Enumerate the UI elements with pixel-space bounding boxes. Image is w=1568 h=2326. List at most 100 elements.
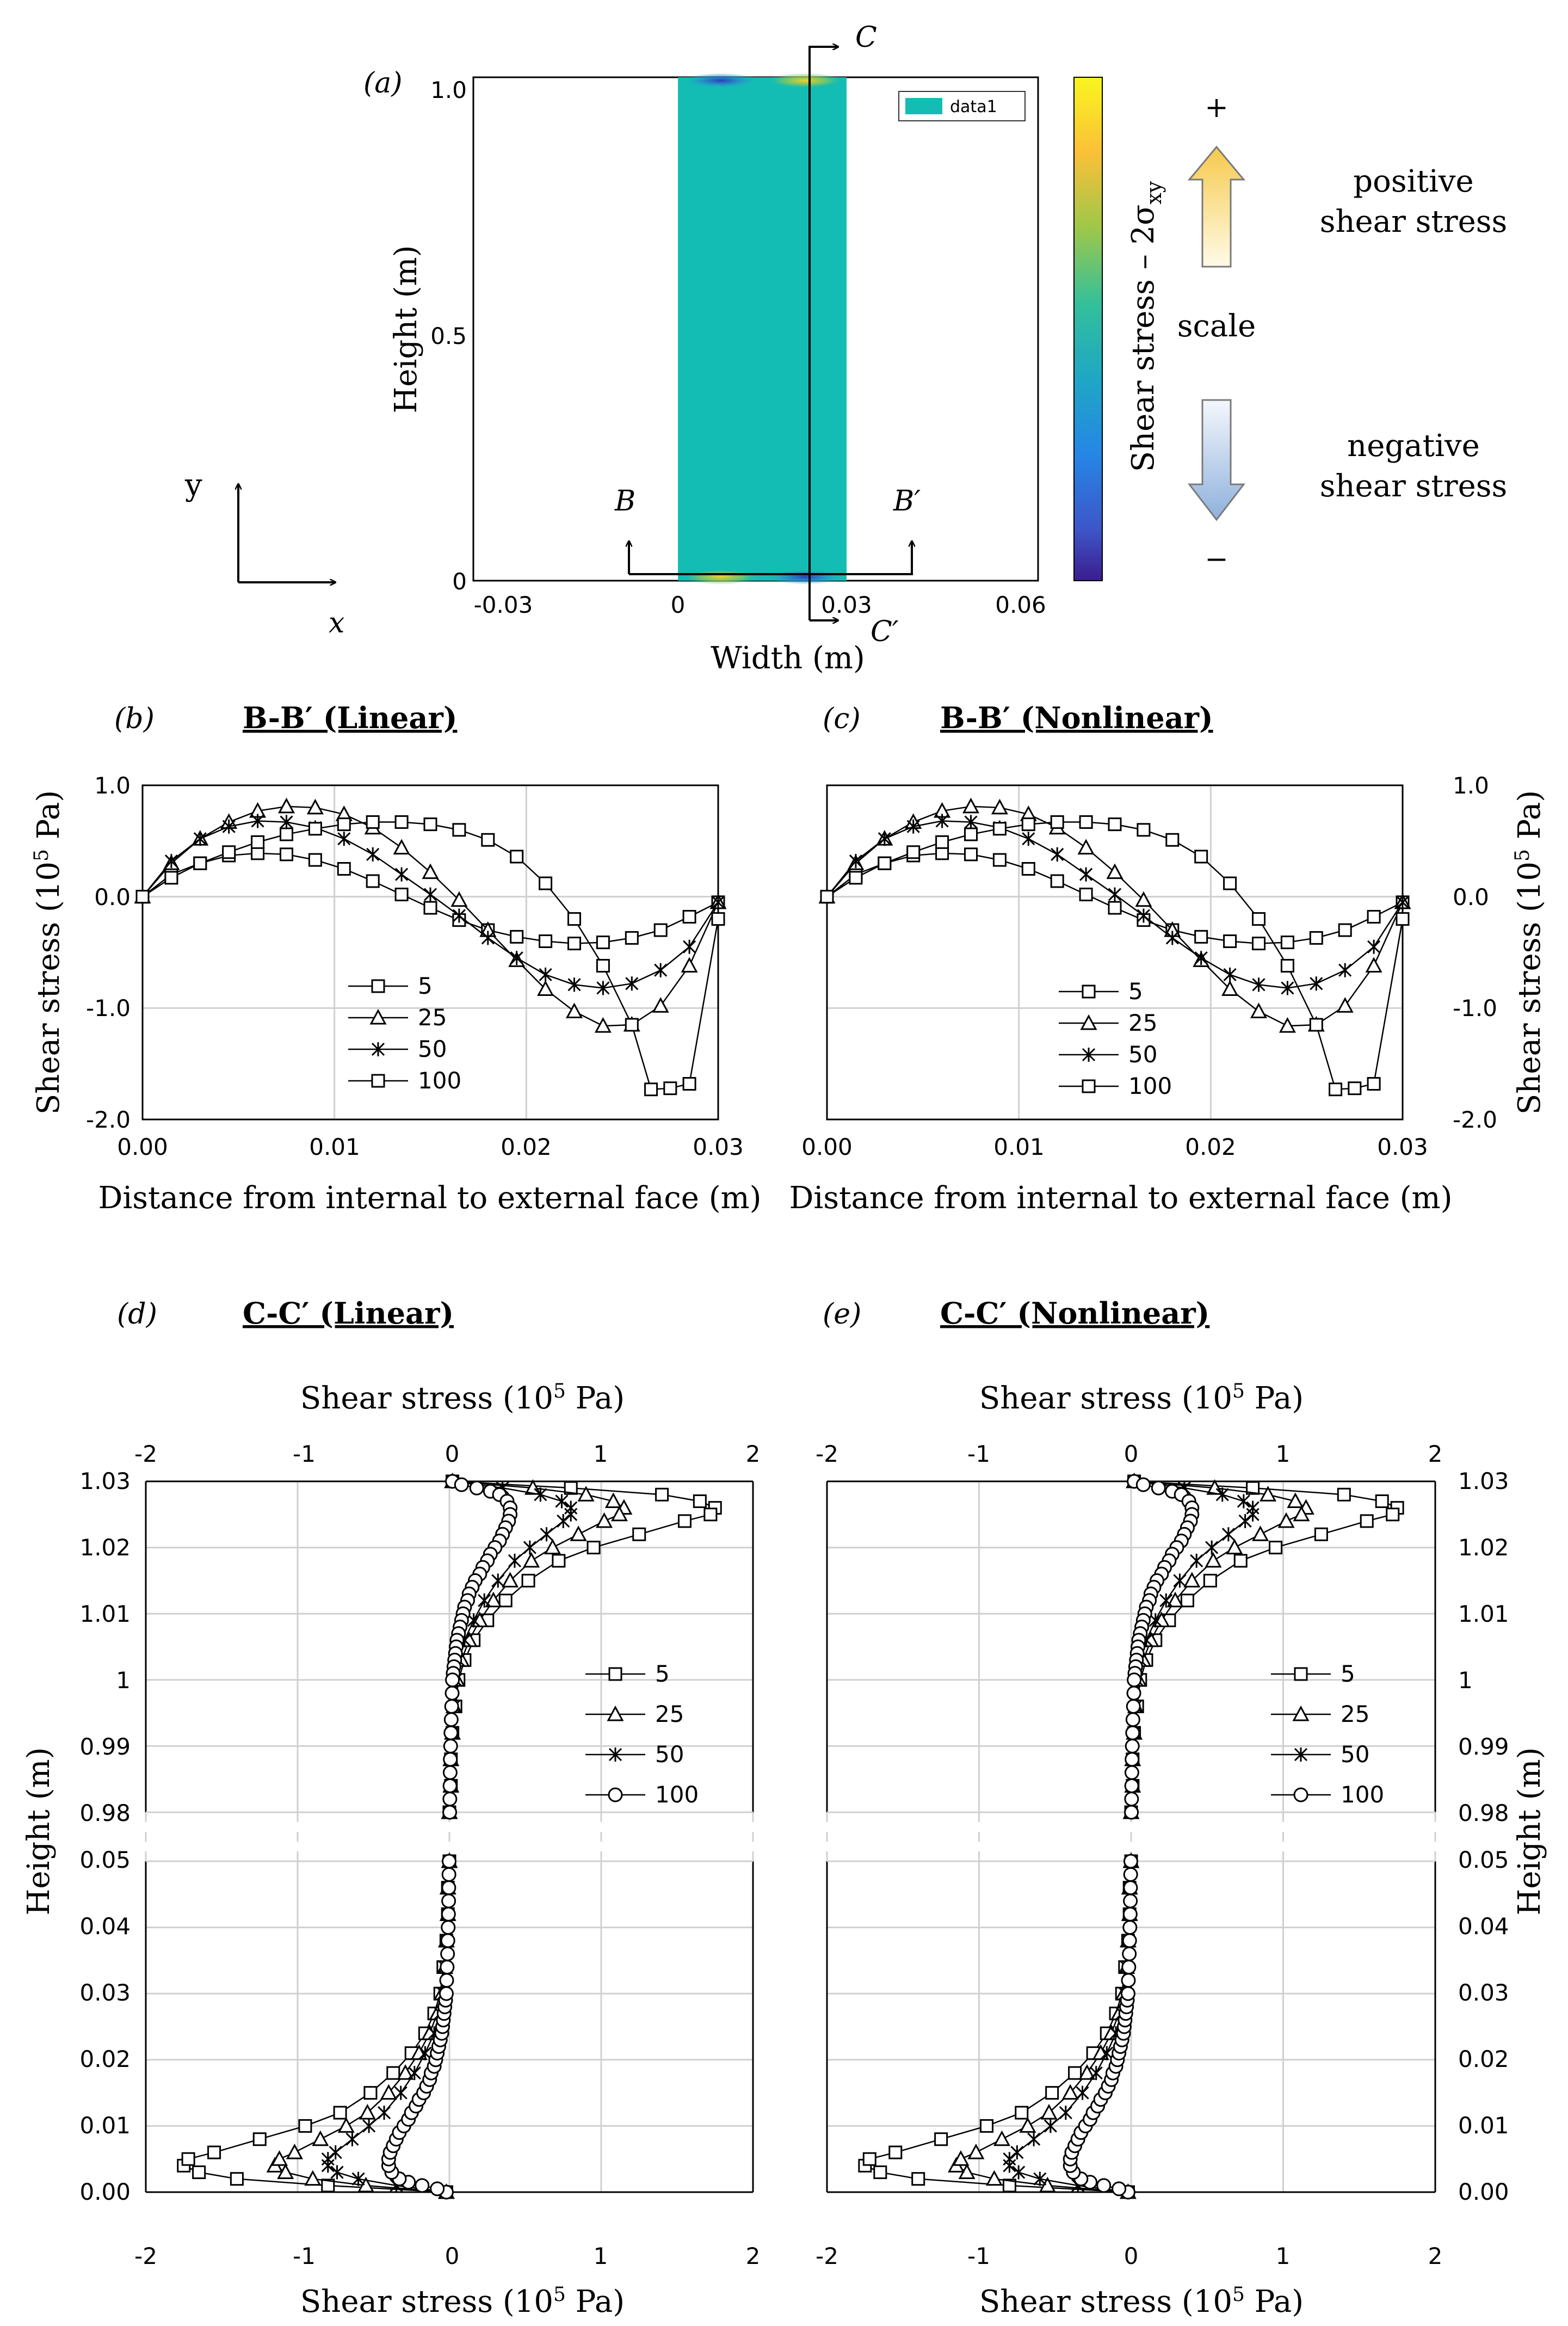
- panel-e-series: [858, 1472, 1404, 2200]
- d-bot-series-25-point: [312, 2130, 329, 2146]
- section-c-line: [808, 47, 838, 620]
- e-bot-series-25-point: [1039, 2176, 1056, 2193]
- c-xlabel: Distance from internal to external face …: [789, 1180, 1452, 1216]
- c-ytick-m1: -1.0: [1453, 995, 1497, 1022]
- e-xtick-bot-0: 0: [1124, 2243, 1139, 2269]
- a-xtick-0: 0: [671, 592, 686, 618]
- b-series-100-line: [142, 821, 719, 1091]
- b-series-50-point: [596, 981, 610, 995]
- b-legend-label-50: 50: [418, 1036, 447, 1062]
- b-legend-label-5: 5: [418, 973, 433, 999]
- b-series-100-point: [539, 876, 553, 890]
- d-top-series-5-point: [521, 1573, 535, 1587]
- d-xlabel-bottom-main: Shear stress (10: [300, 2284, 553, 2319]
- a-ytick-1: 1.0: [430, 77, 467, 103]
- c-ytick-1: 1.0: [1453, 772, 1489, 799]
- b-series-100-point: [711, 912, 725, 926]
- c-series-5-point: [1338, 923, 1352, 937]
- d-top-series-25-point: [502, 1572, 519, 1587]
- positive-arrow-icon: [1187, 145, 1246, 268]
- d-bot-series-25-point: [304, 2170, 322, 2186]
- c-legend-marker-5: [1082, 984, 1096, 999]
- d-ytick-004: 0.04: [79, 1913, 131, 1940]
- e-top-series-100-point: [1125, 1712, 1140, 1727]
- e-bot-series-100-point: [1123, 1893, 1138, 1909]
- legend-swatch: [905, 98, 942, 114]
- b-ylabel-end: Pa): [31, 790, 66, 849]
- c-series-50-point: [935, 814, 949, 828]
- e-bot-series-25-point: [1040, 2103, 1058, 2120]
- e-top-series-100-point: [1124, 1778, 1139, 1793]
- e-legend-marker-50: [1294, 1747, 1308, 1762]
- e-bot-series-100-point: [1122, 1906, 1138, 1922]
- b-legend-marker-100: [371, 1074, 385, 1088]
- e-bot-series-5-point: [888, 2145, 903, 2159]
- b-series-50-point: [222, 819, 236, 834]
- d-xtick-top-2: 2: [746, 1441, 761, 1467]
- d-top-series-100-point: [444, 1699, 459, 1714]
- e-top-series-100-point: [1124, 1805, 1139, 1820]
- b-series-100-point: [251, 835, 265, 849]
- d-top-series-25-point: [485, 1591, 502, 1608]
- e-bot-series-25-point: [1019, 2117, 1036, 2133]
- c-series-100-point: [1108, 817, 1122, 832]
- e-bot-series-50-point: [1012, 2165, 1026, 2180]
- colorbar: [1073, 77, 1103, 581]
- d-xtick-bot-0: 0: [445, 2243, 460, 2269]
- e-bot-series-100-point: [1121, 1960, 1137, 1975]
- b-series-50-point: [452, 908, 466, 923]
- positive-label-2: shear stress: [1320, 204, 1508, 239]
- d-top-series-50-point: [555, 1494, 569, 1509]
- b-series-5-point: [251, 846, 265, 860]
- c-series-25-point: [1279, 1017, 1296, 1033]
- panel-c-legend: 5 25 50 100: [1059, 978, 1172, 1099]
- c-series-100-point: [1165, 833, 1180, 847]
- d-xtick-bot-m2: -2: [134, 2243, 157, 2269]
- b-series-100-point: [452, 823, 466, 837]
- wall-section-fill: [678, 77, 847, 581]
- b-series-50-point: [280, 815, 293, 829]
- b-series-5-point: [625, 931, 639, 945]
- e-top-series-50-point: [1173, 1573, 1187, 1588]
- d-bot-series-50-point: [351, 2171, 365, 2186]
- e-bot-series-50-point: [1033, 2171, 1047, 2186]
- d-bot-series-100-point: [441, 1920, 456, 1935]
- c-series-100-point: [1021, 817, 1035, 832]
- b-series-100-point: [193, 856, 207, 870]
- d-top-series-50-point: [508, 1553, 522, 1568]
- c-ylabel: Shear stress (105 Pa): [1511, 790, 1547, 1115]
- e-bot-series-100-point: [1123, 1880, 1138, 1896]
- b-ylabel-main: Shear stress (10: [31, 862, 66, 1115]
- c-series-25-line: [826, 805, 1404, 1027]
- c-series-50-point: [1310, 976, 1323, 991]
- panel-a: (a) data1 1.0 0.5 0 -0.03 0 0.03 0.06 He…: [184, 21, 1507, 676]
- d-bot-series-100-point: [441, 1854, 456, 1869]
- c-series-50-point: [906, 819, 920, 834]
- e-bot-series-100-point: [1123, 1854, 1138, 1869]
- b-ytick-0: 0.0: [94, 884, 131, 910]
- e-top-series-5-point: [1337, 1487, 1351, 1502]
- d-ytick-103: 1.03: [79, 1468, 131, 1494]
- panel-e-ticks: -2 -1 0 1 2 -2 -1 0 1 2 1.03 1.02 1.01 1…: [816, 1441, 1509, 2269]
- e-xtick-top-m1: -1: [967, 1441, 990, 1467]
- d-top-series-5-point: [703, 1507, 718, 1522]
- e-top-series-50-point: [1159, 1593, 1173, 1608]
- e-xtick-top-1: 1: [1276, 1441, 1291, 1467]
- e-bot-series-100-point: [1096, 2178, 1112, 2193]
- a-ytick-0: 0: [452, 568, 467, 595]
- e-xlabel-bottom-main: Shear stress (10: [979, 2284, 1232, 2319]
- e-bot-series-50-point: [1010, 2145, 1024, 2160]
- c-series-50-point: [1079, 867, 1093, 882]
- d-top-series-100-point: [445, 1672, 460, 1688]
- panel-c-label: (c): [823, 703, 861, 735]
- section-c-label: C: [855, 21, 877, 54]
- d-legend-label-100: 100: [655, 1781, 699, 1808]
- c-ytick-0: 0.0: [1453, 884, 1489, 910]
- d-bot-series-5-point: [298, 2119, 312, 2133]
- d-bot-series-50-point: [329, 2145, 342, 2160]
- e-bot-series-25-point: [952, 2150, 970, 2166]
- b-series-5-point: [682, 910, 696, 924]
- section-b-line: [629, 541, 912, 575]
- d-bot-series-50-point: [330, 2165, 344, 2180]
- e-top-series-25-point: [1252, 1525, 1269, 1541]
